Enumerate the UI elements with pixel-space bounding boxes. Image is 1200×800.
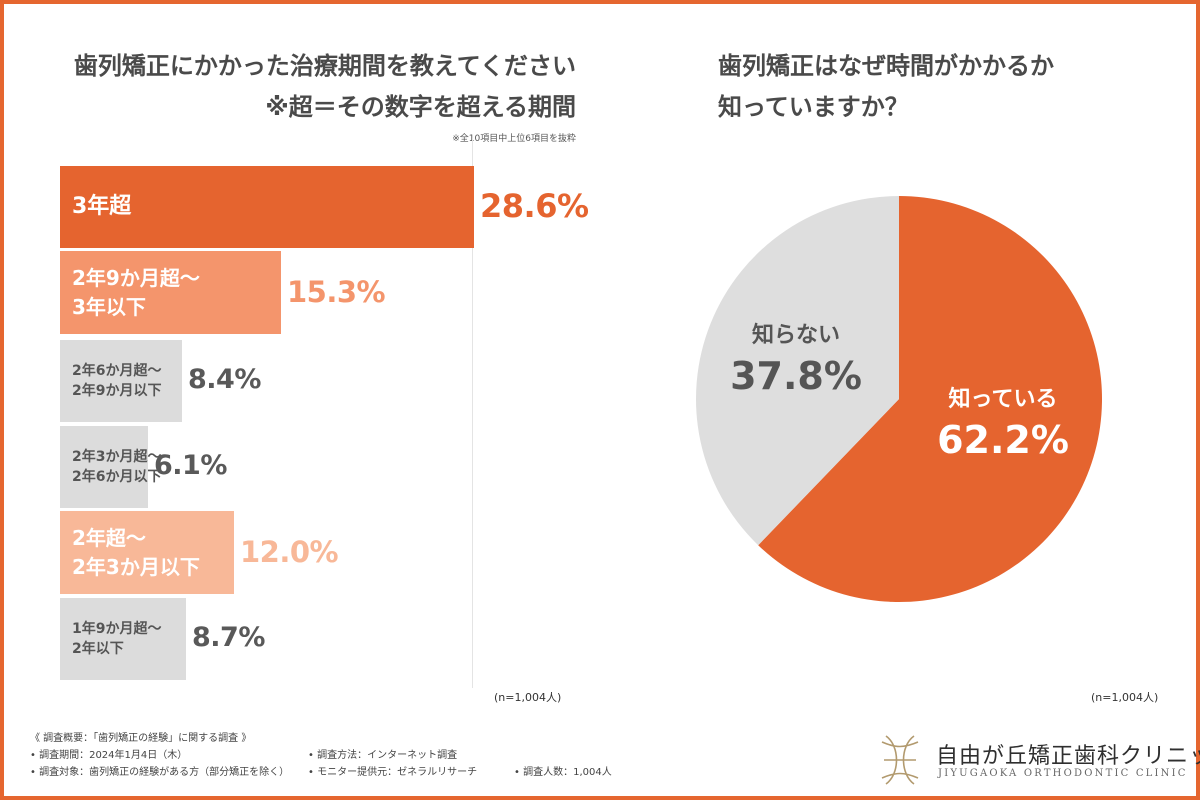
bar-label-line: 1年9か月超〜: [72, 620, 162, 637]
tooth-logo-icon: [881, 735, 919, 785]
pie-chart-sample-size: (n=1,004人): [1091, 691, 1159, 704]
clinic-name: 自由が丘矯正歯科クリニック: [936, 744, 1200, 769]
bar-label-line: 2年3か月以下: [72, 554, 200, 579]
pie-slice-1: [758, 196, 1102, 602]
bar-3: 2年6か月超〜 2年9か月以下: [60, 340, 182, 422]
bar-label-line: 2年以下: [72, 641, 124, 657]
bar-2: 2年9か月超〜 3年以下: [60, 251, 281, 334]
clinic-logo: 自由が丘矯正歯科クリニック JIYUGAOKA ORTHODONTIC CLIN…: [878, 732, 1200, 790]
bar-chart-note: ※全10項目中上位6項目を抜粋: [452, 134, 576, 144]
bar-label: 2年超〜 2年3か月以下: [72, 524, 200, 582]
bar-4: 2年3か月超〜 2年6か月以下: [60, 426, 161, 508]
pie-slice-value: 37.8%: [730, 354, 862, 398]
infographic: 歯列矯正にかかった治療期間を教えてください ※超＝その数字を超える期間 ※全10…: [4, 4, 1200, 796]
survey-provider: • モニター提供元：ゼネラルリサーチ: [308, 767, 478, 778]
bar-label-line: 2年9か月以下: [72, 383, 162, 399]
pie-label-2: 知らない 37.8%: [706, 320, 886, 400]
bar-6: 1年9か月超〜 2年以下: [60, 598, 186, 680]
bar-value: 8.4%: [188, 364, 261, 396]
bar-value: 12.0%: [240, 534, 339, 569]
survey-period: • 調査期間：2024年1月4日（木）: [30, 750, 188, 761]
bar-value: 8.7%: [192, 622, 265, 654]
bar-label: 2年6か月超〜 2年9か月以下: [72, 361, 161, 402]
survey-title: 《 調査概要：「歯列矯正の経験」に関する調査 》: [30, 733, 252, 744]
bar-label: 2年3か月超〜 2年6か月以下: [72, 447, 161, 488]
bar-chart-title: 歯列矯正にかかった治療期間を教えてください ※超＝その数字を超える期間: [0, 46, 576, 128]
pie-chart: [696, 196, 1102, 602]
bar-label: 1年9か月超〜 2年以下: [72, 619, 161, 660]
bar-chart-sample-size: (n=1,004人): [494, 691, 562, 704]
bar-value: 15.3%: [287, 274, 386, 309]
bar-label-line: 2年6か月超〜: [72, 362, 162, 379]
bar-label: 2年9か月超〜 3年以下: [72, 264, 200, 322]
survey-target: • 調査対象：歯列矯正の経験がある方（部分矯正を除く）: [30, 767, 290, 778]
bar-label-line: 2年超〜: [72, 525, 146, 550]
bar-chart-divider: [472, 138, 473, 688]
pie-chart-title-line2: 知っていますか？: [718, 93, 909, 121]
bar-label-line: 2年6か月以下: [72, 469, 162, 485]
bar-5: 2年超〜 2年3か月以下: [60, 511, 234, 594]
bar-value: 6.1%: [154, 450, 227, 482]
pie-chart-title-line1: 歯列矯正はなぜ時間がかかるか: [718, 52, 1054, 80]
survey-count: • 調査人数：1,004人: [514, 767, 612, 778]
bar-label-line: 2年9か月超〜: [72, 265, 200, 290]
bar-label-line: 3年以下: [72, 294, 146, 319]
bar-label: 3年超: [72, 191, 131, 223]
pie-slice-label: 知らない: [751, 323, 840, 348]
bar-label-line: 2年3か月超〜: [72, 448, 162, 465]
pie-chart-title: 歯列矯正はなぜ時間がかかるか 知っていますか？: [718, 46, 1054, 128]
pie-slice-2: [696, 196, 899, 546]
bar-label-line: 3年超: [72, 194, 132, 220]
bar-value: 28.6%: [480, 187, 589, 226]
survey-method: • 調査方法：インターネット調査: [308, 750, 458, 761]
bar-chart-title-line2: ※超＝その数字を超える期間: [265, 93, 576, 121]
pie-slice-value: 62.2%: [937, 418, 1069, 462]
bar-chart-title-line1: 歯列矯正にかかった治療期間を教えてください: [73, 52, 576, 80]
pie-slice-label: 知っている: [948, 387, 1058, 412]
clinic-name-english: JIYUGAOKA ORTHODONTIC CLINIC: [938, 768, 1188, 779]
bar-1: 3年超: [60, 166, 474, 248]
pie-label-1: 知っている 62.2%: [913, 384, 1093, 464]
